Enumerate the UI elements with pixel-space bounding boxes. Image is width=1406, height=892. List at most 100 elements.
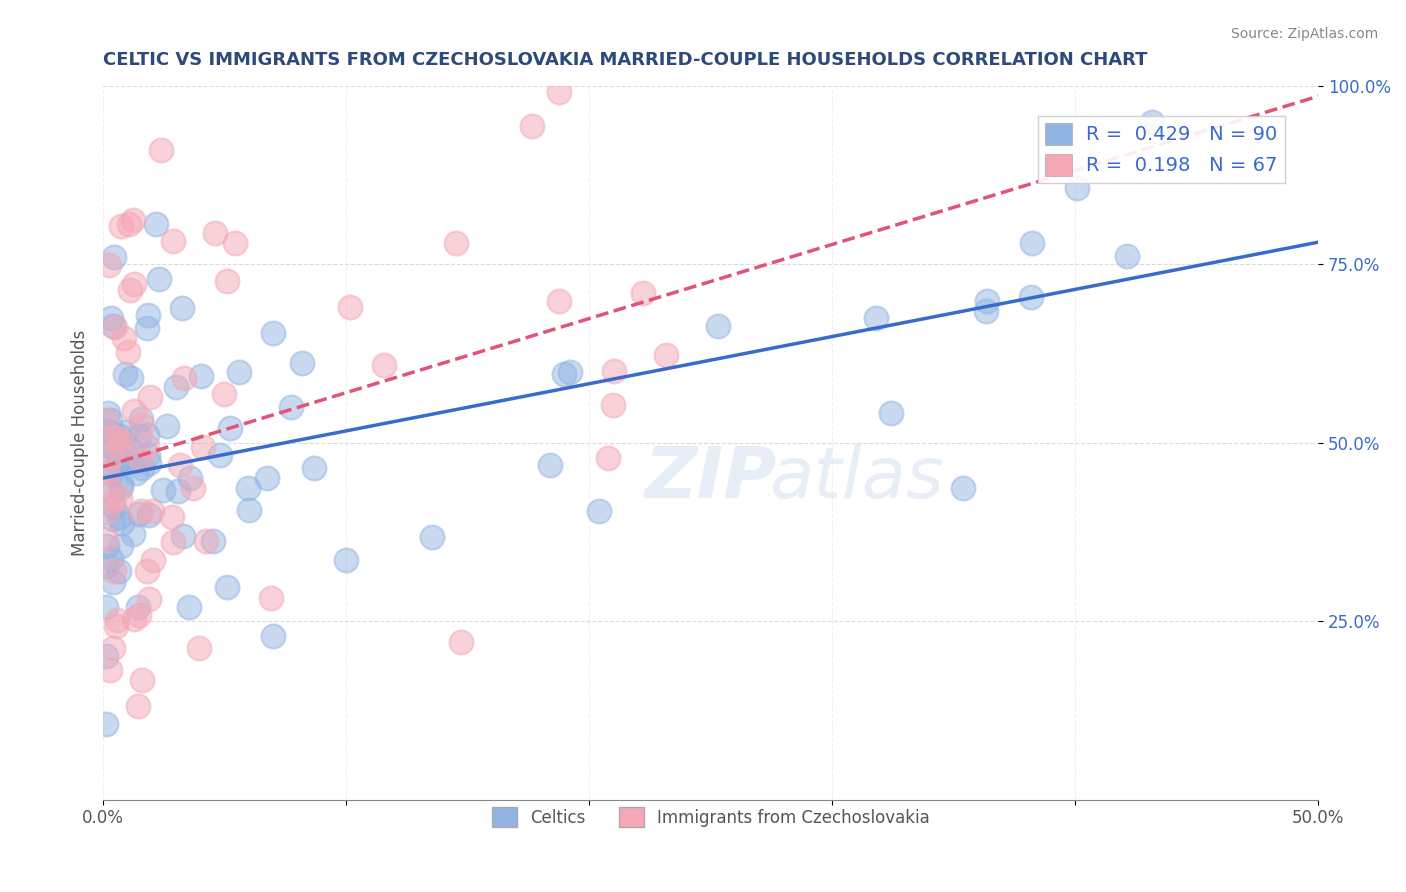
Point [97, 424, 120, 438]
Point [96, 467, 118, 481]
Point [1021, 235, 1043, 250]
Point [108, 451, 131, 466]
Point [121, 527, 143, 541]
Point [107, 456, 129, 470]
Point [104, 319, 127, 334]
Point [217, 274, 239, 288]
Point [177, 600, 200, 615]
Point [262, 629, 284, 643]
Point [149, 144, 172, 158]
Point [219, 421, 242, 435]
Point [588, 504, 610, 518]
Point [108, 441, 131, 455]
Point [117, 345, 139, 359]
Point [190, 368, 212, 383]
Point [224, 235, 246, 250]
Point [131, 673, 153, 687]
Legend: Celtics, Immigrants from Czechoslovakia: Celtics, Immigrants from Czechoslovakia [485, 800, 936, 834]
Point [107, 431, 129, 445]
Point [129, 412, 152, 426]
Point [212, 386, 235, 401]
Point [260, 591, 283, 605]
Point [100, 450, 122, 465]
Point [135, 439, 157, 453]
Point [256, 471, 278, 485]
Point [124, 277, 146, 291]
Point [100, 551, 122, 566]
Point [120, 371, 142, 385]
Point [103, 565, 125, 579]
Point [103, 250, 125, 264]
Point [112, 331, 135, 345]
Point [188, 641, 211, 656]
Point [201, 534, 224, 549]
Point [98, 483, 121, 497]
Point [121, 213, 143, 227]
Point [101, 575, 124, 590]
Point [141, 504, 163, 518]
Point [215, 580, 238, 594]
Point [520, 119, 543, 133]
Point [122, 612, 145, 626]
Point [110, 434, 132, 449]
Point [98, 663, 121, 677]
Point [160, 510, 183, 524]
Point [96, 539, 118, 553]
Text: CELTIC VS IMMIGRANTS FROM CZECHOSLOVAKIA MARRIED-COUPLE HOUSEHOLDS CORRELATION C: CELTIC VS IMMIGRANTS FROM CZECHOSLOVAKIA… [103, 51, 1147, 69]
Point [596, 450, 619, 465]
Point [976, 304, 998, 318]
Point [602, 398, 624, 412]
Point [118, 283, 141, 297]
Point [280, 401, 302, 415]
Point [880, 407, 903, 421]
Point [98, 438, 121, 452]
Point [94, 649, 117, 664]
Point [162, 534, 184, 549]
Point [148, 272, 170, 286]
Point [193, 440, 215, 454]
Point [111, 516, 134, 530]
Point [101, 430, 124, 444]
Point [172, 528, 194, 542]
Point [117, 218, 139, 232]
Point [538, 458, 561, 472]
Point [165, 379, 187, 393]
Point [128, 429, 150, 443]
Point [138, 456, 160, 470]
Point [101, 319, 124, 334]
Point [655, 348, 678, 362]
Point [94, 717, 117, 731]
Point [236, 482, 259, 496]
Point [96, 600, 118, 615]
Point [101, 641, 124, 656]
Point [335, 552, 357, 566]
Point [94, 533, 117, 547]
Point [94, 455, 117, 469]
Point [138, 591, 160, 606]
Point [128, 607, 150, 622]
Point [238, 503, 260, 517]
Point [120, 442, 142, 457]
Point [208, 448, 231, 462]
Point [122, 403, 145, 417]
Point [103, 494, 125, 508]
Point [110, 476, 132, 491]
Point [1140, 115, 1163, 129]
Point [94, 413, 117, 427]
Point [156, 418, 179, 433]
Point [108, 429, 131, 443]
Point [110, 219, 132, 233]
Point [262, 326, 284, 340]
Text: ZIP: ZIP [644, 443, 778, 513]
Point [865, 311, 887, 326]
Point [125, 466, 148, 480]
Point [135, 428, 157, 442]
Point [173, 371, 195, 385]
Point [100, 466, 122, 480]
Point [181, 482, 204, 496]
Point [108, 491, 131, 505]
Point [169, 458, 191, 472]
Point [129, 503, 152, 517]
Point [167, 483, 190, 498]
Point [420, 530, 443, 544]
